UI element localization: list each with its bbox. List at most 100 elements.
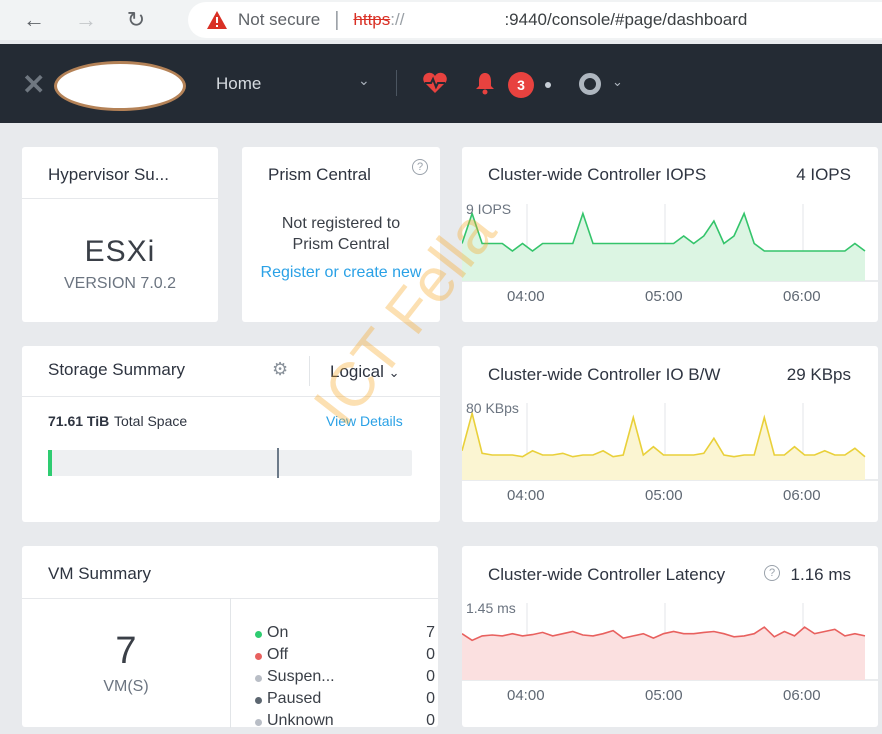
chevron-down-icon[interactable]: ⌄: [358, 72, 370, 88]
chart-current-value: 1.16 ms: [790, 565, 851, 584]
alerts-bell-icon[interactable]: [474, 71, 496, 95]
vm-state-label: On: [267, 624, 289, 641]
cluster-name-redacted: [54, 61, 186, 111]
latency-chart[interactable]: 1.45 ms 04:00 05:00 06:00: [462, 591, 878, 726]
address-separator: |: [334, 8, 340, 31]
reload-icon[interactable]: ↻: [126, 7, 146, 32]
vm-state-row[interactable]: Paused 0: [255, 690, 435, 712]
controller-iops-card[interactable]: Cluster-wide Controller IOPS 4 IOPS 9 IO…: [462, 147, 878, 322]
status-dot-icon: [255, 653, 262, 660]
health-heart-icon[interactable]: [422, 72, 448, 94]
vm-state-count: 0: [426, 690, 435, 707]
divider: [309, 356, 310, 386]
peak-label: 80 KBps: [466, 400, 519, 416]
x-tick-label: 05:00: [645, 487, 683, 504]
status-dot-icon: [255, 697, 262, 704]
series-area: [462, 213, 865, 281]
vm-state-label: Suspen...: [267, 668, 335, 685]
x-tick-label: 05:00: [645, 288, 683, 305]
series-line: [462, 626, 866, 642]
header-divider: [396, 70, 397, 96]
warning-icon: [207, 11, 227, 29]
card-title: Hypervisor Su...: [48, 165, 169, 184]
chart-title: Cluster-wide Controller IO B/W: [488, 365, 721, 384]
storage-mode-select[interactable]: Logical ⌄: [330, 362, 400, 382]
storage-summary-card[interactable]: Storage Summary ⚙ Logical ⌄ 71.61 TiB To…: [22, 346, 440, 522]
registration-status-line2: Prism Central: [292, 236, 390, 253]
storage-mode-label: Logical: [330, 362, 384, 381]
controller-io-bw-card[interactable]: Cluster-wide Controller IO B/W 29 KBps 8…: [462, 346, 878, 522]
prism-central-card: Prism Central ? Not registered to Prism …: [242, 147, 440, 322]
storage-threshold-marker: [277, 448, 280, 478]
status-dot-icon: [255, 631, 262, 638]
back-arrow-icon[interactable]: ←: [23, 7, 45, 32]
divider: [230, 598, 231, 728]
iops-chart[interactable]: 9 IOPS 04:00 05:00 06:00: [462, 192, 878, 322]
vm-state-label: Paused: [267, 690, 322, 707]
forward-arrow-icon[interactable]: →: [75, 7, 97, 32]
x-tick-label: 04:00: [507, 687, 545, 704]
vm-summary-card[interactable]: VM Summary 7 VM(S) On 7 Off 0 Suspen... 0 Paus…: [22, 546, 438, 729]
vm-state-row[interactable]: Unknown 0: [255, 712, 435, 734]
x-tick-label: 06:00: [783, 687, 821, 704]
prism-header: ✕ Home ⌄ 3 ⌄: [0, 44, 882, 123]
peak-label: 1.45 ms: [466, 600, 516, 616]
vm-state-row[interactable]: Suspen... 0: [255, 668, 435, 690]
divider: [22, 198, 218, 199]
help-icon[interactable]: ?: [412, 159, 428, 175]
series-line: [462, 210, 866, 252]
chart-title: Cluster-wide Controller Latency: [488, 565, 726, 584]
card-title: Prism Central: [268, 165, 371, 184]
x-tick-label: 05:00: [645, 687, 683, 704]
vm-state-count: 0: [426, 668, 435, 685]
x-tick-label: 04:00: [507, 288, 545, 305]
gear-icon[interactable]: ⚙: [272, 359, 289, 379]
hypervisor-name: ESXi: [84, 235, 156, 268]
storage-used-fill: [48, 450, 53, 476]
controller-latency-card[interactable]: Cluster-wide Controller Latency ? 1.16 m…: [462, 546, 878, 727]
url-scheme: https: [353, 10, 391, 29]
url-slashes: ://: [390, 10, 405, 29]
user-chevron-down-icon[interactable]: ⌄: [612, 74, 623, 89]
series-area: [462, 413, 865, 480]
not-secure-label: Not secure: [238, 10, 321, 29]
chart-current-value: 29 KBps: [786, 365, 851, 384]
vm-count: 7: [115, 630, 137, 672]
io-bw-chart[interactable]: 80 KBps 04:00 05:00 06:00: [462, 391, 878, 521]
total-space-value: 71.61 TiB: [48, 413, 110, 429]
vm-state-count: 0: [426, 712, 435, 729]
help-icon[interactable]: ?: [764, 565, 780, 581]
register-link[interactable]: Register or create new: [260, 264, 422, 281]
card-title: VM Summary: [48, 564, 151, 583]
vm-count-unit: VM(S): [103, 678, 149, 695]
tasks-dot-icon[interactable]: [545, 82, 551, 88]
vm-state-row[interactable]: Off 0: [255, 646, 435, 668]
view-details-link[interactable]: View Details: [326, 413, 403, 429]
browser-toolbar: ← → ↻ Not secure | https :// :9440/conso…: [0, 0, 882, 40]
chart-title: Cluster-wide Controller IOPS: [488, 165, 707, 184]
divider: [22, 396, 440, 397]
vm-state-label: Unknown: [267, 712, 334, 729]
x-tick-label: 06:00: [783, 487, 821, 504]
card-title: Storage Summary: [48, 360, 185, 379]
chart-current-value: 4 IOPS: [796, 165, 851, 184]
chevron-down-icon: ⌄: [388, 365, 400, 380]
address-bar[interactable]: Not secure | https :// :9440/console/#pa…: [188, 2, 882, 38]
vm-state-count: 7: [426, 624, 435, 641]
hypervisor-summary-card[interactable]: Hypervisor Su... ESXi VERSION 7.0.2: [22, 147, 218, 322]
storage-usage-bar[interactable]: [48, 448, 412, 478]
vm-state-row[interactable]: On 7: [255, 624, 435, 646]
user-icon[interactable]: [579, 73, 601, 95]
hypervisor-version: VERSION 7.0.2: [63, 275, 177, 292]
url-path: :9440/console/#page/dashboard: [504, 10, 748, 29]
total-space-label: Total Space: [114, 413, 188, 429]
peak-label: 9 IOPS: [466, 201, 511, 217]
x-tick-label: 06:00: [783, 288, 821, 305]
home-menu-label[interactable]: Home: [216, 74, 262, 93]
alert-count-badge[interactable]: 3: [508, 72, 534, 98]
series-area: [462, 627, 865, 680]
nutanix-logo-icon[interactable]: ✕: [22, 69, 46, 100]
series-line: [462, 410, 866, 458]
status-dot-icon: [255, 719, 262, 726]
vm-state-count: 0: [426, 646, 435, 663]
